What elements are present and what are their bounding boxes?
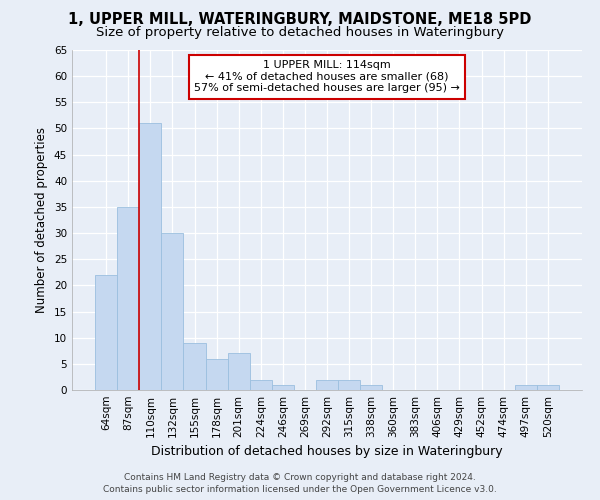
Text: Contains HM Land Registry data © Crown copyright and database right 2024.
Contai: Contains HM Land Registry data © Crown c… [103,472,497,494]
Text: Size of property relative to detached houses in Wateringbury: Size of property relative to detached ho… [96,26,504,39]
Bar [161,233,184,390]
Bar [206,358,227,390]
Bar [316,380,338,390]
X-axis label: Distribution of detached houses by size in Wateringbury: Distribution of detached houses by size … [151,446,503,458]
Text: 1 UPPER MILL: 114sqm
← 41% of detached houses are smaller (68)
57% of semi-detac: 1 UPPER MILL: 114sqm ← 41% of detached h… [194,60,460,94]
Bar [95,275,117,390]
Bar [250,380,272,390]
Bar [139,123,161,390]
Bar [360,385,382,390]
Bar [117,207,139,390]
Text: 1, UPPER MILL, WATERINGBURY, MAIDSTONE, ME18 5PD: 1, UPPER MILL, WATERINGBURY, MAIDSTONE, … [68,12,532,28]
Bar [338,380,360,390]
Bar [537,385,559,390]
Y-axis label: Number of detached properties: Number of detached properties [35,127,49,313]
Bar [272,385,294,390]
Bar [184,343,206,390]
Bar [227,354,250,390]
Bar [515,385,537,390]
